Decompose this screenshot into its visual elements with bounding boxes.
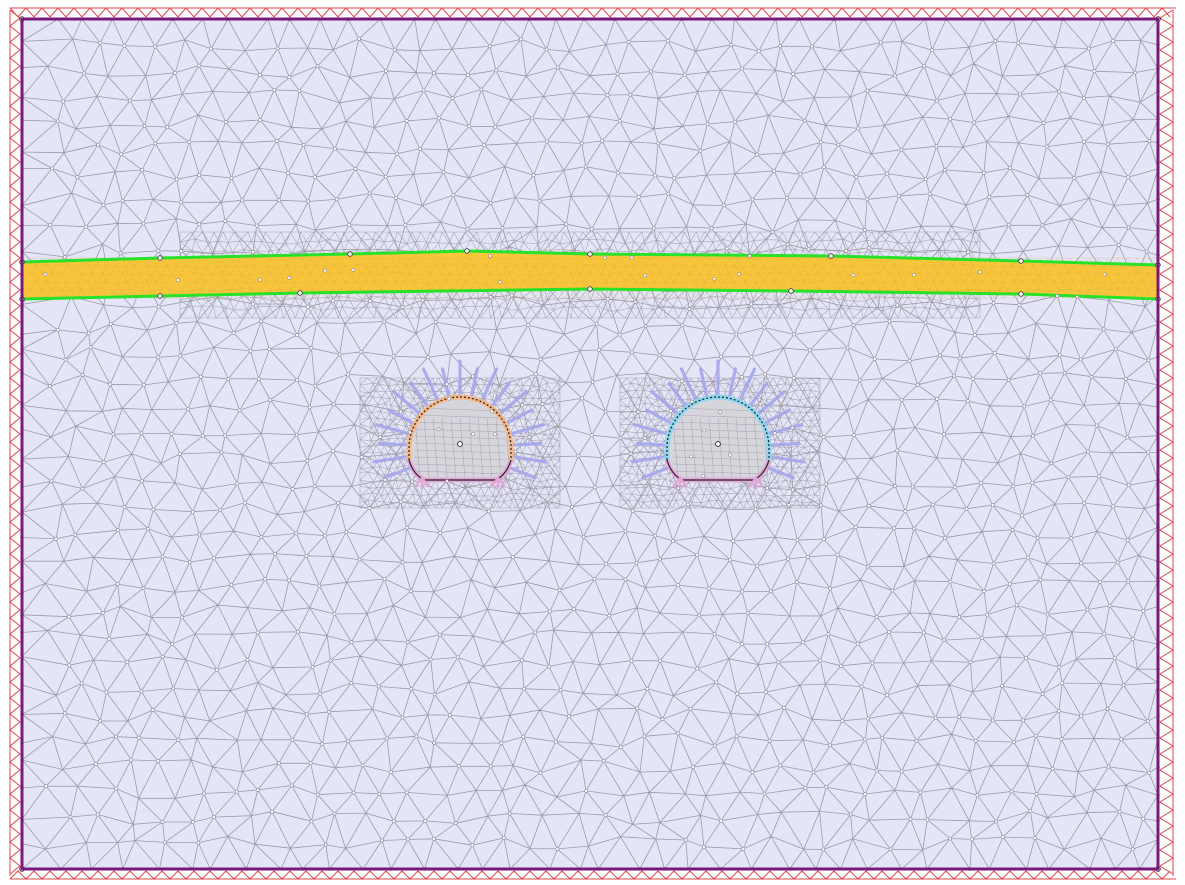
rock-bolt: [727, 367, 738, 400]
footing-marker: [672, 475, 688, 489]
rock-bolt: [469, 367, 479, 400]
rock-bolt: [641, 465, 673, 480]
layer-vertex: [828, 253, 834, 259]
rock-bolts: [372, 359, 806, 480]
rock-bolt: [698, 367, 709, 400]
layer-vertex: [587, 286, 593, 292]
rock-bolt: [509, 441, 543, 447]
layer-vertex: [1018, 258, 1024, 264]
rock-bolt: [489, 381, 511, 409]
rock-bolt: [763, 465, 795, 480]
rock-bolt: [392, 390, 423, 417]
domain-boundary: [20, 17, 1160, 871]
layer-vertex: [157, 293, 163, 299]
arch-outline: [408, 396, 512, 460]
rock-bolt: [508, 454, 548, 464]
rock-bolt: [761, 408, 792, 426]
rock-bolt: [505, 465, 537, 480]
footing-marker: [490, 475, 506, 489]
rock-bolt: [632, 423, 671, 436]
rock-bolt: [747, 381, 769, 409]
layer-vertex: [347, 251, 353, 257]
rock-bolt: [409, 381, 431, 409]
rock-bolt: [503, 408, 534, 426]
excavation-centre-node: [715, 441, 721, 447]
rock-bolt: [372, 454, 412, 464]
rock-bolt: [383, 465, 415, 480]
rock-bolt: [644, 408, 675, 426]
rock-bolt: [507, 423, 546, 436]
layer-fill: [22, 251, 1158, 299]
left-boundary-supports: [9, 9, 21, 876]
rock-bolt: [630, 454, 670, 464]
rock-bolt: [737, 367, 757, 404]
layer-vertex: [587, 251, 593, 257]
rock-bolt: [767, 441, 801, 447]
rock-bolt: [386, 408, 417, 426]
layer-top-boundary: [21, 249, 1159, 267]
rock-bolt: [374, 423, 413, 436]
left-tunnel[interactable]: [406, 394, 514, 489]
support-zigzag: [9, 870, 1171, 880]
footing-marker: [748, 475, 764, 489]
rock-bolt: [667, 381, 689, 409]
stiff-layer[interactable]: [19, 248, 1161, 302]
layer-vertex: [157, 255, 163, 261]
rock-bolt: [377, 441, 411, 447]
top-boundary-supports: [9, 7, 1176, 18]
rock-bolt: [650, 390, 681, 417]
excavation-mesh: [672, 407, 769, 479]
layer-mesh: [21, 257, 1159, 299]
arch-outline: [666, 396, 770, 460]
rock-bolt: [766, 454, 806, 464]
excavation-mesh: [414, 407, 511, 479]
rock-bolt: [679, 367, 699, 404]
rock-bolt: [635, 441, 669, 447]
excavation-centre-node: [457, 441, 463, 447]
rock-bolt: [421, 367, 441, 404]
support-zigzag: [9, 7, 1171, 18]
footing-marker: [414, 475, 430, 489]
layer-vertex: [297, 290, 303, 296]
rock-bolt: [479, 367, 499, 404]
layer-vertex: [1018, 291, 1024, 297]
excavations[interactable]: [406, 394, 772, 489]
layer-vertex: [464, 248, 470, 254]
bottom-boundary-supports: [9, 870, 1176, 880]
invert-outline: [666, 459, 770, 481]
invert-outline: [408, 459, 512, 481]
layer-vertex: [788, 288, 794, 294]
right-tunnel[interactable]: [664, 394, 772, 489]
right-boundary-supports: [1159, 9, 1174, 876]
rock-bolt: [765, 423, 804, 436]
